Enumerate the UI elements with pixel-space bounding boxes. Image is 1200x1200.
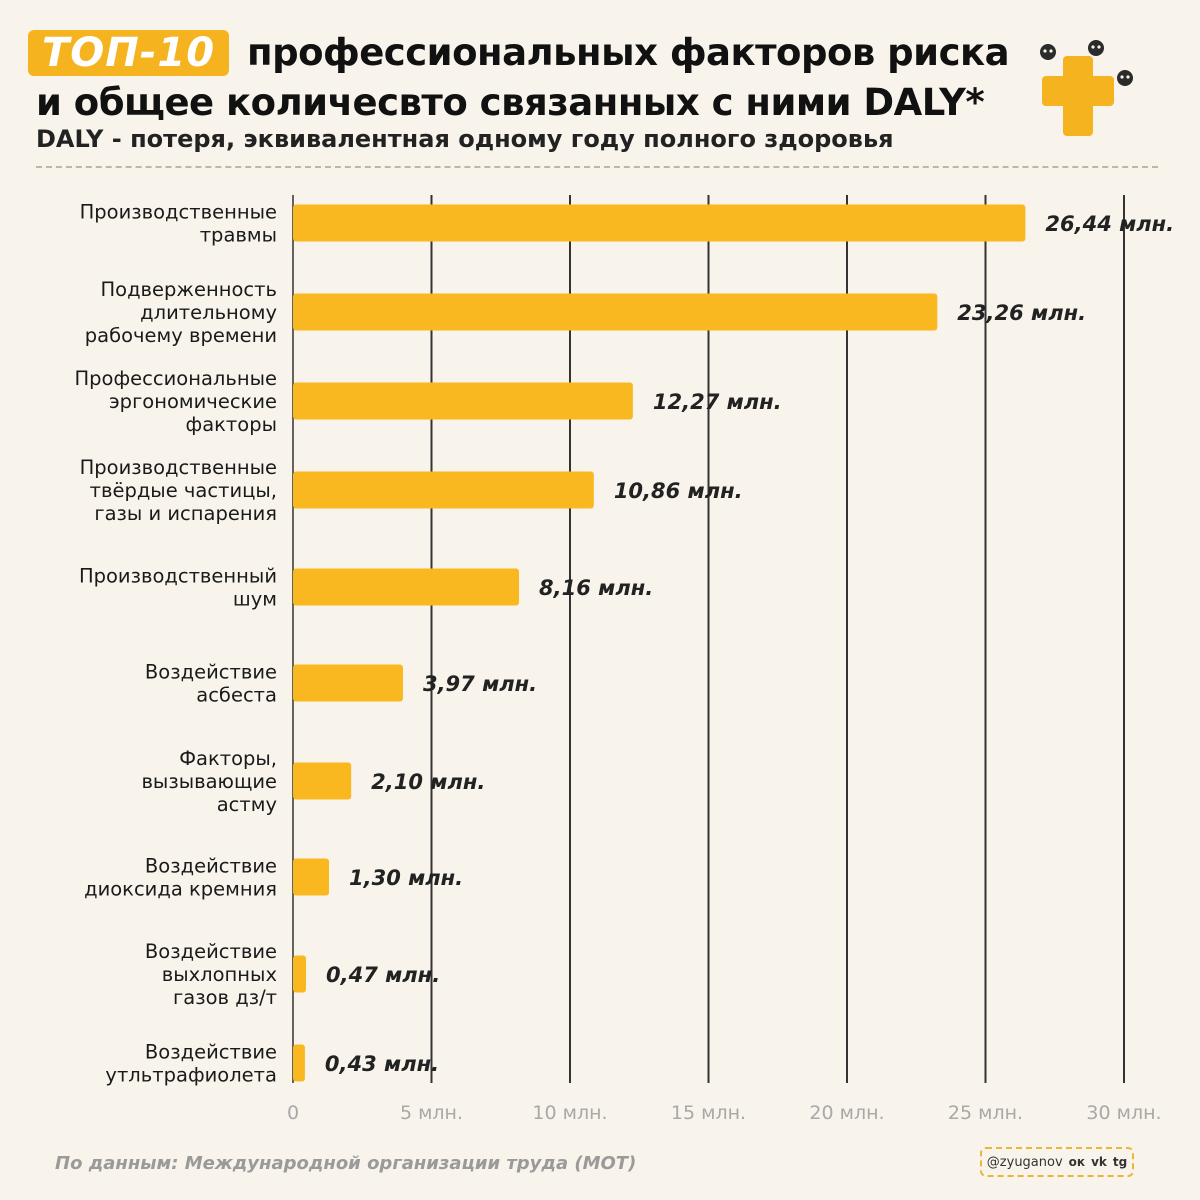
bar: [293, 1044, 305, 1082]
data-label: 8,16 млн.: [539, 576, 653, 600]
category-label: Производственный шум: [79, 565, 277, 611]
category-label: Производственные травмы: [80, 201, 277, 247]
odnoklassniki-icon[interactable]: ок: [1068, 1155, 1086, 1169]
bar: [293, 382, 633, 420]
x-tick-label: 5 млн.: [400, 1102, 463, 1124]
category-label: Воздействие утльтрафиолета: [105, 1041, 277, 1087]
data-label: 23,26 млн.: [957, 301, 1086, 325]
top10-badge: ТОП-10: [28, 30, 230, 76]
logo-plus-skulls-icon: [1040, 40, 1133, 136]
telegram-icon[interactable]: tg: [1112, 1155, 1128, 1169]
bar: [293, 471, 594, 509]
data-label: 0,47 млн.: [326, 963, 440, 987]
bar: [293, 293, 938, 331]
x-tick-label: 30 млн.: [1086, 1102, 1161, 1124]
x-tick-label: 25 млн.: [948, 1102, 1023, 1124]
handle-text: @zyuganov: [986, 1154, 1063, 1170]
x-tick-label: 20 млн.: [809, 1102, 884, 1124]
bar: [293, 858, 330, 896]
page-title-line2: и общее количесвто связанных с ними DALY…: [36, 81, 985, 124]
bar: [293, 955, 307, 993]
data-label: 0,43 млн.: [325, 1052, 439, 1076]
category-label: Воздействие диоксида кремния: [84, 855, 277, 901]
bar: [293, 762, 352, 800]
source-note: По данным: Международной организации тру…: [55, 1153, 637, 1174]
x-tick-label: 15 млн.: [671, 1102, 746, 1124]
data-label: 2,10 млн.: [371, 770, 485, 794]
subtitle: DALY - потеря, эквивалентная одному году…: [36, 125, 894, 153]
page-title: профессиональных факторов риска: [247, 31, 1010, 74]
data-label: 10,86 млн.: [614, 479, 743, 503]
data-label: 1,30 млн.: [349, 866, 463, 890]
bar: [293, 664, 403, 702]
x-tick-label: 0: [287, 1102, 299, 1124]
vk-icon[interactable]: vk: [1091, 1155, 1107, 1169]
title-row: ТОП-10 профессиональных факторов риска: [28, 30, 1010, 76]
category-label: Факторы, вызывающие астму: [141, 747, 277, 816]
category-label: Подверженность длительному рабочему времен…: [85, 278, 277, 347]
data-label: 26,44 млн.: [1045, 212, 1174, 236]
data-label: 3,97 млн.: [423, 672, 537, 696]
social-handle[interactable]: @zyuganov ок vk tg: [980, 1147, 1134, 1177]
dashed-divider: [36, 166, 1158, 168]
x-tick-label: 10 млн.: [532, 1102, 607, 1124]
bar: [293, 568, 520, 606]
category-label: Профессиональные эргономические факторы: [75, 367, 277, 436]
category-label: Производственные твёрдые частицы, газы и и…: [80, 456, 277, 525]
category-label: Воздействие выхлопных газов дз/т: [145, 940, 277, 1009]
bar: [293, 204, 1026, 242]
data-label: 12,27 млн.: [653, 390, 782, 414]
category-label: Воздействие асбеста: [145, 661, 277, 707]
